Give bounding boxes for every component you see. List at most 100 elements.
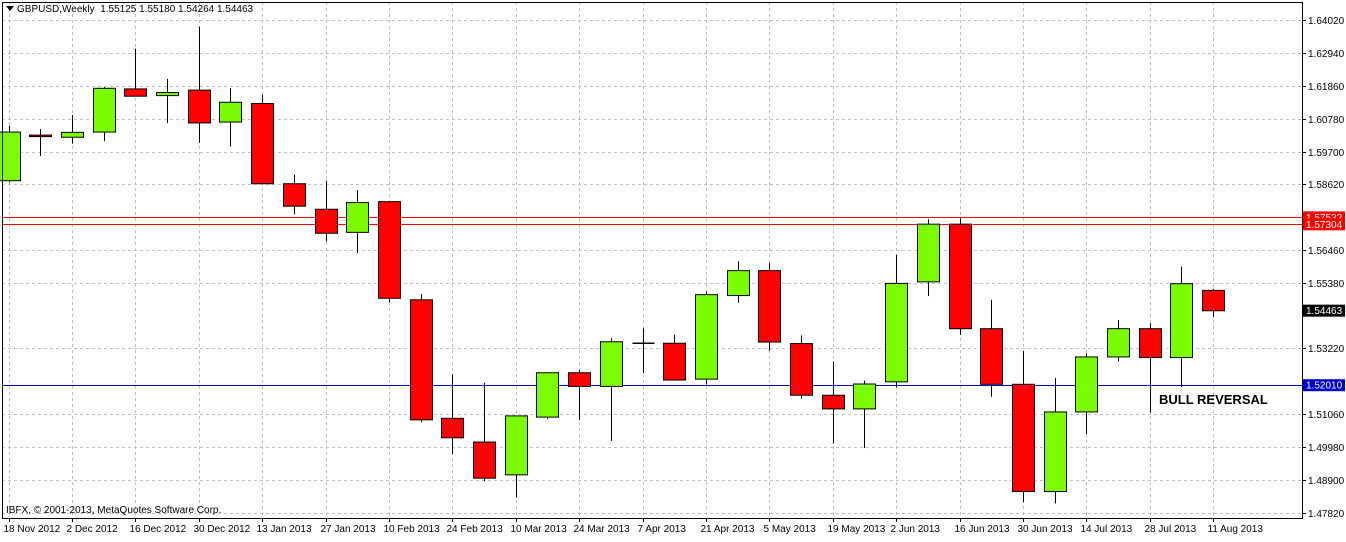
candle-body (568, 372, 591, 387)
candle-body (93, 87, 116, 133)
x-tick-label: 24 Mar 2013 (574, 524, 631, 535)
bear-candle (473, 382, 496, 482)
y-tick-label: 1.51060 (1308, 410, 1345, 421)
bull-candle (0, 125, 21, 183)
candle-body (917, 223, 940, 283)
price-level-badge-label: 1.57304 (1306, 220, 1343, 231)
bull-candle (600, 338, 623, 441)
candle-body (188, 89, 211, 124)
bull-candle (727, 261, 750, 303)
bull-candle (536, 372, 559, 420)
bear-candle (124, 48, 147, 97)
x-tick-label: 24 Feb 2013 (447, 524, 504, 535)
candle-body (1139, 328, 1162, 359)
candle-body (441, 417, 464, 439)
bull-candle (632, 328, 655, 374)
y-tick-label: 1.59700 (1308, 148, 1345, 159)
bear-candle (378, 201, 401, 303)
bear-candle (251, 94, 274, 185)
candle-body (695, 294, 718, 380)
bear-candle (822, 361, 845, 444)
y-tick-label: 1.53220 (1308, 344, 1345, 355)
symbol-label: GBPUSD,Weekly (17, 4, 95, 15)
candle-body (251, 102, 274, 185)
candle-body (219, 101, 242, 123)
bear-candle (663, 334, 686, 381)
candle-body (1075, 356, 1098, 413)
candle-body (822, 394, 845, 410)
candle-body (29, 134, 52, 138)
candle-body (727, 270, 750, 297)
bear-candle (29, 129, 52, 157)
candle-body (885, 282, 908, 383)
x-tick-label: 2 Dec 2012 (67, 524, 119, 535)
candle-body (1170, 283, 1193, 359)
candle-body (473, 441, 496, 479)
price-level-badge (1303, 218, 1345, 231)
bull-candle (156, 78, 179, 123)
candle-body (758, 270, 781, 343)
bear-candle (441, 374, 464, 455)
bull-candle (93, 87, 116, 142)
y-tick-label: 1.55380 (1308, 279, 1345, 290)
x-tick-label: 10 Mar 2013 (511, 524, 568, 535)
candle-body (505, 415, 528, 476)
x-tick-label: 18 Nov 2012 (4, 524, 61, 535)
x-tick-label: 16 Jun 2013 (955, 524, 1010, 535)
price-level-badge (1303, 379, 1345, 392)
dropdown-triangle-icon[interactable] (6, 6, 14, 11)
bull-reversal-annotation: BULL REVERSAL (1159, 392, 1268, 407)
chart-header[interactable]: GBPUSD,Weekly 1.55125 1.55180 1.54264 1.… (6, 4, 253, 15)
bull-candle (505, 415, 528, 498)
candle-body (315, 208, 338, 234)
bear-candle (410, 294, 433, 423)
ohlc-values: 1.55125 1.55180 1.54264 1.54463 (100, 4, 254, 15)
bull-candle (61, 115, 84, 144)
bear-candle (980, 299, 1003, 397)
bear-candle (1139, 323, 1162, 413)
x-tick-label: 28 Jul 2013 (1145, 524, 1197, 535)
bull-candle (346, 190, 369, 254)
candle-body (1012, 383, 1035, 493)
candle-body (283, 183, 306, 207)
x-tick-label: 16 Dec 2012 (130, 524, 187, 535)
x-tick-label: 7 Apr 2013 (638, 524, 687, 535)
candle-body (1107, 328, 1130, 358)
candle-body (600, 341, 623, 387)
candle-body (0, 131, 21, 182)
x-tick-label: 21 Apr 2013 (701, 524, 755, 535)
price-level-badge-label: 1.52010 (1306, 381, 1343, 392)
candle-body (980, 328, 1003, 385)
bear-candle (315, 180, 338, 242)
bear-candle (758, 262, 781, 351)
bear-candle (568, 370, 591, 421)
candle-body (378, 201, 401, 299)
bull-candle (885, 254, 908, 388)
x-tick-label: 10 Feb 2013 (384, 524, 441, 535)
x-tick-label: 30 Jun 2013 (1018, 524, 1073, 535)
y-tick-label: 1.47820 (1308, 509, 1345, 520)
x-tick-label: 13 Jan 2013 (257, 524, 312, 535)
y-tick-label: 1.64020 (1308, 16, 1345, 27)
bull-candle (695, 291, 718, 385)
bull-candle (853, 380, 876, 449)
bear-candle (188, 26, 211, 143)
candle-body (346, 202, 369, 233)
candle-body (536, 372, 559, 418)
bull-candle (1044, 377, 1067, 504)
x-tick-label: 27 Jan 2013 (321, 524, 376, 535)
candle-body (124, 88, 147, 97)
candle-body (1044, 411, 1067, 493)
candle-body (853, 383, 876, 410)
bull-candle (1075, 353, 1098, 435)
plot-frame (2, 2, 1303, 519)
y-tick-label: 1.58620 (1308, 180, 1345, 191)
y-tick-label: 1.60780 (1308, 115, 1345, 126)
candle-body (663, 342, 686, 381)
bear-candle (790, 335, 813, 399)
current-price-badge (1303, 304, 1345, 317)
bear-candle (1012, 351, 1035, 503)
x-tick-label: 2 Jun 2013 (891, 524, 941, 535)
y-tick-label: 1.56460 (1308, 246, 1345, 257)
bull-candle (1107, 320, 1130, 362)
